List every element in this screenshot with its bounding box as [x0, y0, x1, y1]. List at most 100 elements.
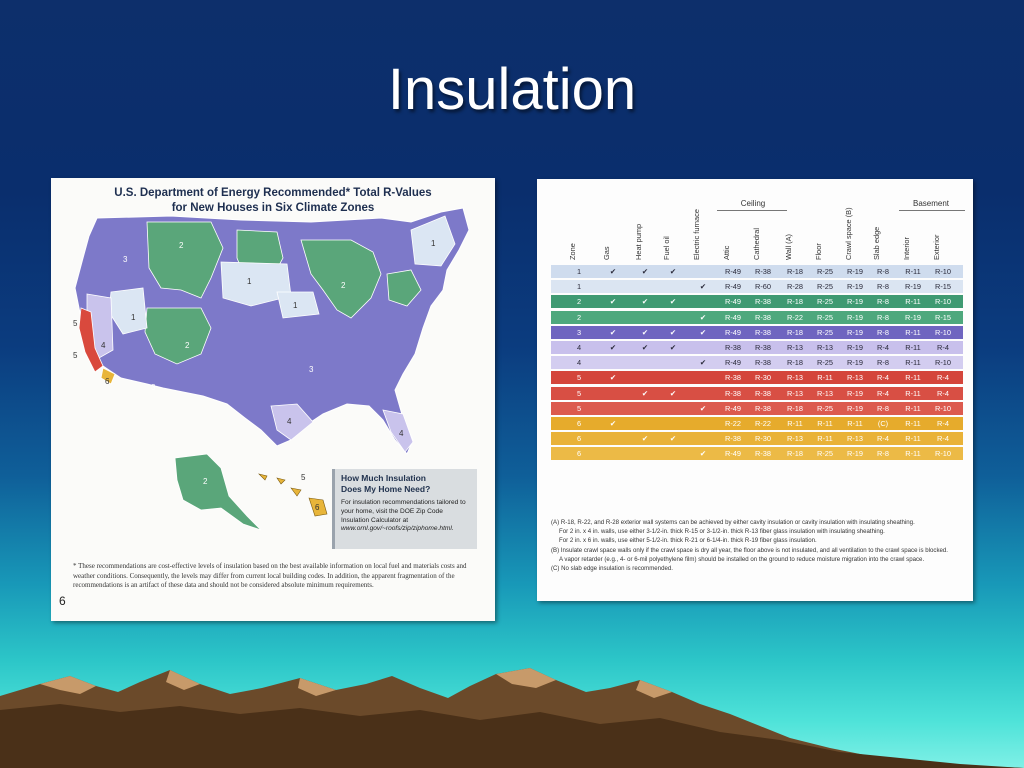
table-cell-wall: R-18: [786, 449, 804, 459]
map-zone-label: 6: [105, 377, 110, 386]
table-cell-attic: R-49: [724, 297, 742, 307]
table-cell-electric: [689, 432, 717, 445]
table-cell-slab: R-8: [877, 267, 889, 276]
map-zone-label: 4: [399, 429, 404, 438]
table-cell-interior: R-11: [905, 373, 921, 383]
table-cell-exterior: R-10: [934, 358, 952, 368]
table-cell-zone: 4: [576, 343, 582, 352]
table-cell-attic: R-38: [724, 388, 742, 398]
map-zone-2-west: [144, 307, 212, 365]
table-cell-heat-pump: ✔: [641, 388, 649, 398]
table-cell-floor: R-25: [816, 449, 834, 459]
table-cell-cathedral: R-38: [754, 297, 772, 307]
table-cell-gas: [599, 402, 627, 415]
table-cell-cathedral: R-30: [754, 373, 772, 383]
table-cell-attic: R-49: [724, 312, 742, 322]
table-cell-floor: R-11: [817, 419, 833, 428]
map-title: U.S. Department of Energy Recommended* T…: [51, 186, 495, 216]
table-cell-interior: R-11: [905, 449, 921, 459]
map-image-panel: 1 1 1 1 2 2 2 3 3 3 4 4 4 5 5 6 2 5 6 U.…: [51, 178, 495, 621]
table-cell-slab: R-8: [877, 403, 889, 413]
table-cell-fuel-oil: [659, 447, 687, 460]
column-header: Interior: [902, 236, 911, 260]
table-cell-slab: R-8: [877, 312, 889, 322]
table-cell-zone: 5: [576, 373, 582, 383]
table-cell-floor: R-11: [817, 434, 833, 444]
table-cell-attic: R-22: [724, 419, 742, 428]
table-cell-slab: R-4: [877, 343, 889, 352]
table-cell-wall: R-18: [786, 403, 804, 413]
table-cell-interior: R-11: [905, 327, 921, 337]
table-cell-cathedral: R-60: [754, 282, 772, 292]
table-cell-interior: R-11: [905, 343, 921, 352]
table-cell-wall: R-18: [786, 358, 804, 368]
map-zone-label: 1: [131, 313, 136, 322]
table-cell-gas: ✔: [609, 327, 617, 337]
table-cell-exterior: R-10: [934, 449, 952, 459]
table-cell-slab: R-4: [877, 388, 889, 398]
table-cell-floor: R-25: [816, 358, 834, 368]
table-cell-gas: [599, 280, 627, 293]
note-url: www.ornl.gov/~roofs/zip/ziphome.html.: [341, 525, 454, 532]
table-cell-floor: R-25: [816, 282, 834, 292]
table-cell-slab: R-8: [877, 358, 889, 368]
table-cell-interior: R-11: [905, 388, 921, 398]
table-cell-electric: ✔: [699, 403, 707, 413]
table-cell-fuel-oil: ✔: [669, 388, 677, 398]
table-cell-interior: R-11: [905, 267, 921, 276]
group-underline: [899, 210, 965, 211]
table-cell-fuel-oil: [659, 402, 687, 415]
table-cell-attic: R-38: [724, 343, 742, 352]
table-cell-wall: R-22: [786, 312, 804, 322]
table-cell-gas: [599, 432, 627, 445]
table-cell-electric: [689, 387, 717, 400]
table-cell-exterior: R-4: [937, 434, 949, 444]
table-cell-gas: ✔: [609, 419, 617, 428]
table-cell-heat-pump: [631, 311, 659, 324]
map-zone-label: 5: [73, 319, 78, 328]
table-row: 2 ✔ R-49 R-38 R-22 R-25 R-19 R-8 R-19 R-15: [551, 310, 963, 324]
map-zone-label: 2: [185, 341, 190, 350]
table-cell-interior: R-11: [905, 297, 921, 307]
table-cell-wall: R-18: [786, 297, 804, 307]
table-cell-floor: R-25: [816, 267, 834, 276]
group-header-ceiling: Ceiling: [740, 199, 766, 208]
table-cell-wall: R-13: [786, 388, 804, 398]
table-cell-gas: [599, 311, 627, 324]
table-cell-cathedral: R-38: [754, 343, 772, 352]
column-header: Slab edge: [872, 226, 881, 260]
table-cell-crawl: R-19: [846, 388, 864, 398]
mountain-range-decoration: [0, 668, 1024, 768]
table-cell-fuel-oil: [659, 371, 687, 384]
table-cell-attic: R-49: [724, 282, 742, 292]
table-notes: (A) R-18, R-22, and R-28 exterior wall s…: [551, 518, 963, 573]
map-zone-1-plains: [220, 261, 292, 307]
table-row: 5 ✔ R-38 R-30 R-13 R-11 R-13 R-4 R-11 R-4: [551, 371, 963, 385]
map-zone-label: 5: [301, 473, 306, 482]
table-cell-gas: ✔: [609, 373, 617, 383]
table-cell-electric: ✔: [699, 327, 707, 337]
table-cell-attic: R-49: [724, 403, 742, 413]
map-zone-label: 5: [73, 351, 78, 360]
table-cell-crawl: R-19: [846, 449, 864, 459]
column-header: Floor: [814, 243, 823, 260]
table-cell-zone: 1: [576, 267, 582, 276]
slide-title: Insulation: [387, 57, 637, 122]
group-underline: [717, 210, 787, 211]
table-cell-electric: [689, 265, 717, 278]
table-cell-heat-pump: [631, 280, 659, 293]
table-cell-crawl: R-19: [846, 312, 864, 322]
table-cell-slab: R-8: [877, 449, 889, 459]
table-cell-wall: R-28: [786, 282, 804, 292]
page-number: 6: [59, 594, 66, 608]
column-header: Electric furnace: [692, 209, 701, 260]
map-title-line-1: U.S. Department of Energy Recommended* T…: [114, 187, 432, 199]
table-cell-slab: R-8: [877, 327, 889, 337]
table-cell-exterior: R-10: [934, 403, 952, 413]
table-cell-floor: R-25: [816, 327, 834, 337]
map-zone-label: 3: [309, 365, 314, 374]
table-cell-heat-pump: ✔: [641, 297, 649, 307]
table-cell-cathedral: R-38: [754, 449, 772, 459]
table-cell-interior: R-11: [905, 358, 921, 368]
table-cell-electric: [689, 341, 717, 354]
